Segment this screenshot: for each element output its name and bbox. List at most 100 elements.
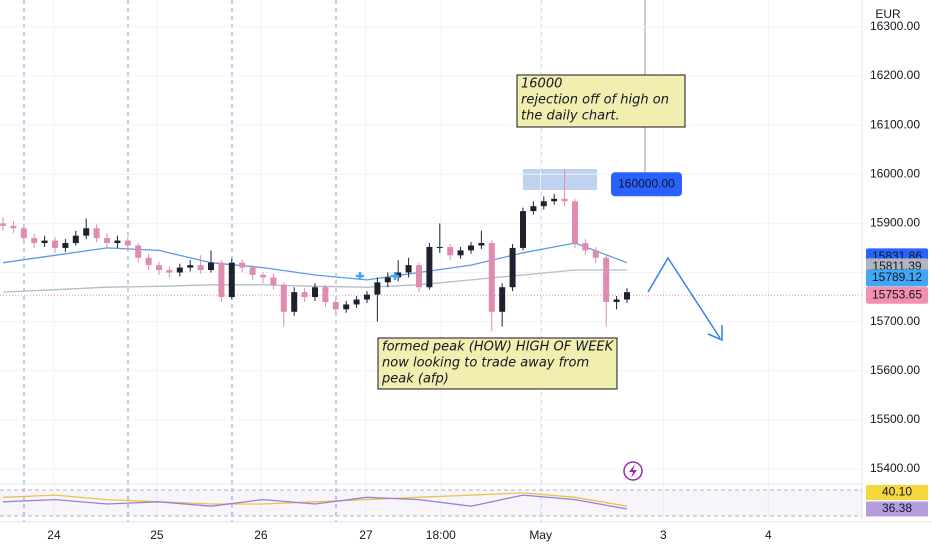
candle-body bbox=[10, 225, 17, 229]
candle-body bbox=[166, 270, 173, 273]
candle-body bbox=[187, 265, 194, 268]
candle-body bbox=[228, 262, 235, 298]
candle-body bbox=[249, 267, 256, 275]
x-tick-label: 25 bbox=[150, 528, 164, 542]
candle-body bbox=[478, 243, 485, 246]
x-tick-label: 27 bbox=[359, 528, 373, 542]
rsi-label-box bbox=[866, 501, 928, 517]
annotation-text: rejection off of high on bbox=[521, 93, 669, 108]
y-tick-label: 16200.00 bbox=[870, 68, 920, 82]
x-tick-label: May bbox=[529, 528, 552, 542]
price-label-box bbox=[866, 269, 928, 287]
candle-body bbox=[426, 246, 433, 288]
candle-body bbox=[104, 238, 111, 244]
candle-body bbox=[499, 287, 506, 312]
candle-body bbox=[124, 240, 131, 246]
candle-body bbox=[270, 277, 277, 285]
price-label: 15753.65 bbox=[872, 287, 922, 301]
candle-body bbox=[530, 206, 537, 212]
candle-body bbox=[571, 201, 578, 244]
y-tick-label: 15400.00 bbox=[870, 461, 920, 475]
candle-body bbox=[135, 245, 142, 258]
crosshair-marks bbox=[356, 272, 399, 280]
candle-body bbox=[343, 304, 350, 310]
candle-body bbox=[52, 240, 59, 248]
x-tick-label: 18:00 bbox=[426, 528, 456, 542]
candle-body bbox=[291, 292, 298, 312]
y-tick-label: 16000.00 bbox=[870, 166, 920, 180]
candle-body bbox=[20, 228, 27, 239]
y-tick-label: 15600.00 bbox=[870, 363, 920, 377]
candle-body bbox=[176, 267, 183, 273]
candle-body bbox=[405, 265, 412, 273]
candle-body bbox=[311, 287, 318, 298]
arrow-head bbox=[707, 325, 723, 342]
candle-body bbox=[239, 262, 246, 268]
price-label-box bbox=[866, 286, 928, 304]
x-tick-label: 4 bbox=[765, 528, 772, 542]
candle-body bbox=[457, 250, 464, 256]
candle-body bbox=[41, 240, 48, 244]
annotation-box bbox=[377, 337, 618, 390]
candle-body bbox=[623, 292, 630, 300]
price-label: 15789.12 bbox=[872, 270, 922, 284]
x-tick-label: 24 bbox=[47, 528, 61, 542]
candle-body bbox=[447, 246, 454, 256]
candle-body bbox=[384, 277, 391, 283]
candle-body bbox=[145, 257, 152, 266]
moving-average bbox=[2, 242, 628, 281]
rsi-line bbox=[2, 494, 628, 510]
arrow bbox=[647, 256, 721, 339]
y-tick-label: 16100.00 bbox=[870, 117, 920, 131]
y-tick-label: 15500.00 bbox=[870, 412, 920, 426]
candle-body bbox=[363, 294, 370, 300]
candle-body bbox=[592, 250, 599, 258]
candle-body bbox=[62, 243, 69, 248]
candle-body bbox=[114, 240, 121, 244]
candle-body bbox=[197, 265, 204, 271]
candle-body bbox=[436, 246, 443, 248]
candle-body bbox=[83, 228, 90, 236]
candle-body bbox=[374, 282, 381, 295]
rsi-label-box bbox=[866, 484, 928, 500]
x-tick-label: 26 bbox=[254, 528, 268, 542]
candle-body bbox=[603, 257, 610, 302]
lightning bbox=[629, 464, 637, 478]
x-tick-label: 3 bbox=[660, 528, 667, 542]
candle-body bbox=[613, 299, 620, 302]
alert-box bbox=[611, 172, 682, 197]
candle-body bbox=[540, 201, 547, 207]
y-tick-label: 15900.00 bbox=[870, 216, 920, 230]
candle-body bbox=[561, 198, 568, 202]
candle-body bbox=[415, 265, 422, 288]
annotation-box bbox=[516, 74, 686, 128]
annotation-text: formed peak (HOW) HIGH OF WEEK bbox=[382, 340, 615, 355]
candle-body bbox=[31, 238, 38, 244]
candle-body bbox=[72, 235, 79, 244]
candle-body bbox=[551, 198, 558, 202]
candle-body bbox=[332, 301, 339, 310]
candle-body bbox=[582, 243, 589, 251]
rsi-ma-line bbox=[2, 492, 628, 507]
candle-body bbox=[322, 287, 329, 302]
candle-body bbox=[509, 247, 516, 288]
currency: EUR bbox=[875, 7, 901, 21]
y-tick-label: 15700.00 bbox=[870, 314, 920, 328]
rsi-label: 36.38 bbox=[882, 501, 912, 515]
y-tick-label: 16300.00 bbox=[870, 19, 920, 33]
alert-label: 160000.00 bbox=[618, 176, 675, 190]
candle-body bbox=[93, 228, 100, 239]
zone bbox=[523, 169, 597, 190]
candle-body bbox=[519, 211, 526, 248]
candle-body bbox=[0, 223, 7, 226]
candle-body bbox=[301, 292, 308, 298]
candle-body bbox=[353, 299, 360, 305]
candle-body bbox=[467, 245, 474, 251]
annotation-text: now looking to trade away from bbox=[382, 356, 589, 371]
candle-body bbox=[488, 243, 495, 312]
candle-body bbox=[259, 274, 266, 278]
annotation-text: the daily chart. bbox=[521, 109, 620, 124]
candle-body bbox=[156, 265, 163, 271]
